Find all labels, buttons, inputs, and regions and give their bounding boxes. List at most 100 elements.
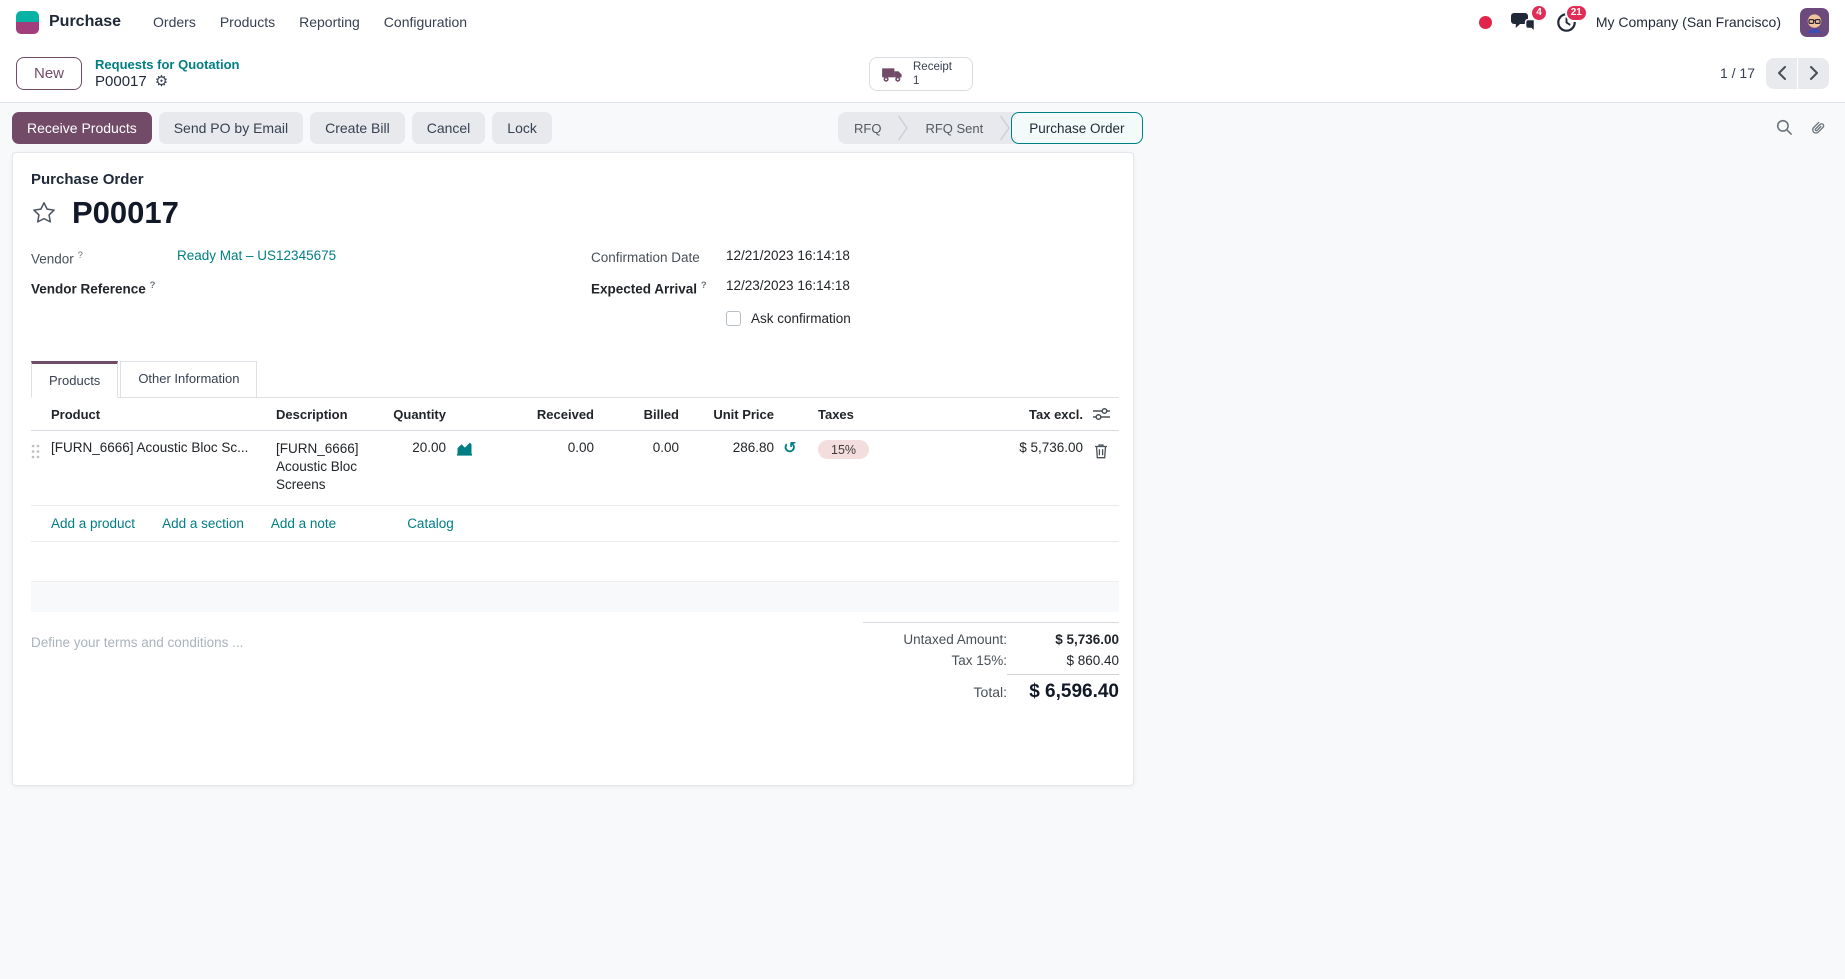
gear-icon[interactable]: ⚙ — [154, 72, 169, 90]
receive-products-button[interactable]: Receive Products — [12, 112, 152, 144]
cell-tax-excl[interactable]: $ 5,736.00 — [1019, 440, 1083, 455]
header-unit-price: Unit Price — [713, 406, 774, 422]
price-history-icon[interactable]: ↺ — [783, 440, 797, 457]
vendor-label: Vendor ? — [31, 250, 83, 267]
add-line-row: Add a product Add a section Add a note C… — [31, 506, 1119, 542]
total-value: $ 6,596.40 — [1029, 680, 1119, 702]
messages-badge: 4 — [1530, 3, 1548, 22]
favorite-star-icon[interactable] — [31, 200, 57, 226]
cell-taxes[interactable]: 15% — [806, 440, 986, 459]
chevron-left-icon — [1777, 66, 1786, 80]
pager-count[interactable]: 1 / 17 — [1719, 65, 1755, 81]
statusbar: RFQ RFQ Sent Purchase Order — [838, 112, 1143, 144]
add-a-section-link[interactable]: Add a section — [162, 515, 244, 531]
menu-orders[interactable]: Orders — [153, 14, 196, 30]
pager-next-button[interactable] — [1798, 57, 1829, 89]
cancel-button[interactable]: Cancel — [411, 112, 486, 144]
ask-confirmation-checkbox[interactable] — [726, 311, 741, 326]
tax-tag[interactable]: 15% — [818, 440, 870, 459]
user-avatar[interactable] — [1800, 7, 1829, 37]
statusbar-step-purchase-order[interactable]: Purchase Order — [1011, 112, 1143, 144]
table-row: [FURN_6666] Acoustic Bloc Sc... [FURN_66… — [31, 431, 1119, 506]
top-navbar: Purchase Orders Products Reporting Confi… — [0, 0, 1845, 44]
menu-configuration[interactable]: Configuration — [383, 14, 468, 30]
header-quantity: Quantity — [393, 406, 446, 422]
header-received: Received — [536, 406, 594, 422]
empty-row — [31, 581, 1119, 612]
notebook-tabs: Products Other Information — [31, 361, 1119, 398]
tax-label: Tax 15%: — [951, 652, 1007, 668]
header-product: Product — [51, 406, 101, 422]
tab-other-information[interactable]: Other Information — [120, 361, 258, 398]
smart-button-label: Receipt — [913, 60, 952, 73]
header-taxes: Taxes — [818, 406, 854, 422]
menu-products[interactable]: Products — [219, 14, 276, 30]
pager-previous-button[interactable] — [1766, 57, 1797, 89]
cell-description[interactable]: [FURN_6666] Acoustic Bloc Screens — [276, 441, 359, 493]
header-description: Description — [276, 406, 348, 422]
document-name[interactable]: P00017 — [72, 195, 179, 230]
truck-icon — [882, 67, 902, 82]
activities-badge: 21 — [1564, 3, 1588, 22]
menu-reporting[interactable]: Reporting — [299, 14, 360, 30]
vendor-reference-label: Vendor Reference ? — [31, 280, 156, 297]
order-lines-header: Product Description Quantity Received Bi… — [31, 398, 1119, 431]
main-menu: Orders Products Reporting Configuration — [141, 7, 479, 37]
forecast-chart-icon[interactable] — [446, 440, 474, 456]
delete-row-icon[interactable] — [1083, 440, 1119, 459]
drag-handle-icon[interactable] — [31, 440, 51, 459]
search-icon[interactable] — [1776, 119, 1793, 137]
catalog-link[interactable]: Catalog — [407, 515, 454, 531]
statusbar-step-rfq-sent[interactable]: RFQ Sent — [925, 120, 984, 136]
chevron-right-icon — [1809, 66, 1818, 80]
online-status-dot — [1478, 15, 1492, 29]
total-label: Total: — [973, 683, 1007, 700]
tab-products[interactable]: Products — [31, 361, 119, 398]
paperclip-icon[interactable] — [1809, 119, 1827, 137]
add-a-product-link[interactable]: Add a product — [51, 515, 136, 531]
header-billed: Billed — [643, 406, 679, 422]
totals-divider — [1007, 673, 1119, 675]
breadcrumb-current: P00017 — [95, 72, 147, 90]
purchase-order-form: Purchase Order P00017 Vendor ? Ready Mat… — [12, 152, 1134, 786]
optional-columns-icon[interactable] — [1083, 407, 1119, 421]
lock-button[interactable]: Lock — [492, 112, 552, 144]
empty-row — [31, 542, 1119, 582]
terms-placeholder[interactable]: Define your terms and conditions ... — [31, 634, 244, 650]
cell-billed[interactable]: 0.00 — [652, 440, 679, 455]
tax-value: $ 860.40 — [1066, 652, 1119, 668]
ask-confirmation-label[interactable]: Ask confirmation — [751, 311, 851, 326]
expected-arrival-value[interactable]: 12/23/2023 16:14:18 — [726, 278, 850, 293]
messages-icon[interactable]: 4 — [1510, 3, 1548, 33]
company-menu[interactable]: My Company (San Francisco) — [1595, 14, 1781, 30]
new-button[interactable]: New — [16, 56, 83, 90]
statusbar-step-rfq[interactable]: RFQ — [854, 120, 882, 136]
cell-product[interactable]: [FURN_6666] Acoustic Bloc Sc... — [51, 440, 249, 455]
create-bill-button[interactable]: Create Bill — [310, 112, 405, 144]
smart-button-count: 1 — [913, 75, 920, 87]
receipt-smart-button[interactable]: Receipt 1 — [869, 57, 973, 91]
confirmation-date-value[interactable]: 12/21/2023 16:14:18 — [726, 248, 850, 263]
app-switcher-icon[interactable] — [16, 10, 39, 34]
totals-block: Untaxed Amount: $ 5,736.00 Tax 15%: $ 86… — [863, 621, 1119, 706]
activities-icon[interactable]: 21 — [1556, 3, 1588, 33]
breadcrumb: Requests for Quotation P00017 ⚙ — [95, 57, 239, 90]
cell-quantity[interactable]: 20.00 — [412, 440, 446, 455]
statusbar-arrow-icon — [898, 115, 909, 141]
send-po-by-email-button[interactable]: Send PO by Email — [158, 112, 304, 144]
control-panel: New Requests for Quotation P00017 ⚙ Rece… — [0, 44, 1845, 103]
expected-arrival-label: Expected Arrival ? — [591, 280, 707, 297]
untaxed-amount-label: Untaxed Amount: — [903, 631, 1007, 647]
statusbar-arrow-icon — [1000, 115, 1011, 141]
app-name[interactable]: Purchase — [49, 13, 122, 30]
untaxed-amount-value: $ 5,736.00 — [1055, 631, 1119, 647]
vendor-value[interactable]: Ready Mat – US12345675 — [177, 248, 337, 263]
breadcrumb-parent[interactable]: Requests for Quotation — [95, 56, 240, 72]
header-tax-excl: Tax excl. — [1029, 406, 1083, 422]
action-bar: Receive Products Send PO by Email Create… — [12, 112, 1829, 144]
confirmation-date-label: Confirmation Date — [591, 250, 700, 265]
cell-unit-price[interactable]: 286.80 — [732, 440, 774, 455]
document-type-label: Purchase Order — [31, 171, 144, 188]
add-a-note-link[interactable]: Add a note — [270, 515, 337, 531]
cell-received[interactable]: 0.00 — [567, 440, 594, 455]
